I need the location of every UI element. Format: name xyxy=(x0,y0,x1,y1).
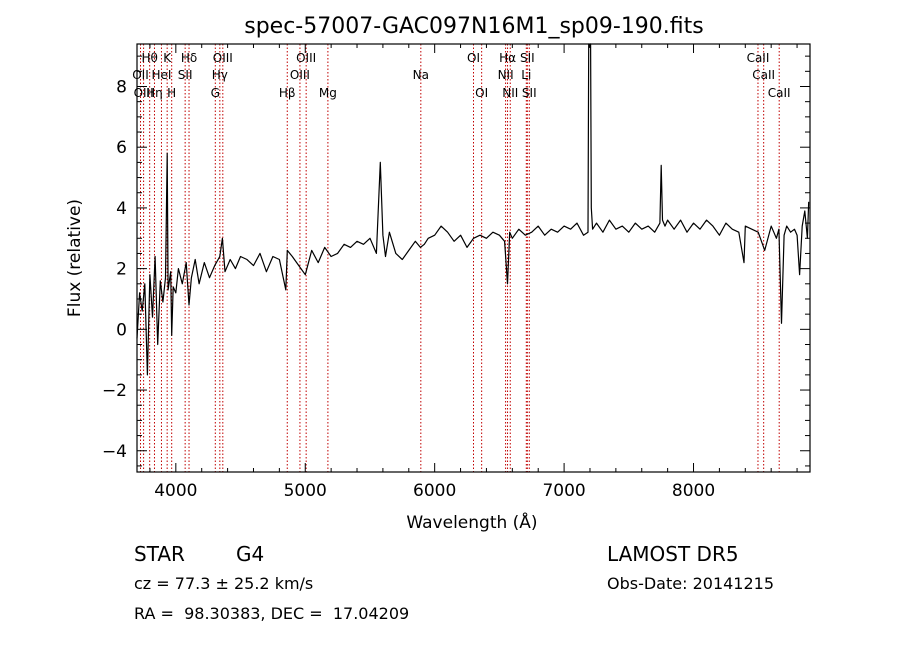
line-label: Hγ xyxy=(212,68,228,82)
y-tick-label: 8 xyxy=(116,77,127,97)
line-label: SII xyxy=(522,86,537,100)
chart-title: spec-57007-GAC097N16M1_sp09-190.fits xyxy=(244,14,704,39)
line-label: OIII xyxy=(134,86,154,100)
y-tick-label: 4 xyxy=(116,199,127,219)
y-tick-label: 2 xyxy=(116,260,127,280)
x-axis-label: Wavelength (Å) xyxy=(406,511,537,533)
line-label: Hη xyxy=(146,86,163,100)
line-label: Hα xyxy=(499,51,516,65)
observation-date: Obs-Date: 20141215 xyxy=(607,574,775,593)
spectral-line-markers xyxy=(139,44,780,472)
x-tick-label: 7000 xyxy=(542,481,585,501)
survey-name: LAMOST DR5 xyxy=(607,542,739,566)
x-tick-label: 5000 xyxy=(284,481,327,501)
line-label: H xyxy=(167,86,176,100)
line-label: K xyxy=(163,51,172,65)
redshift-velocity: cz = 77.3 ± 25.2 km/s xyxy=(134,574,314,593)
y-axis-label: Flux (relative) xyxy=(65,199,85,317)
object-subclass: G4 xyxy=(236,542,265,566)
spectrum-line xyxy=(136,43,810,376)
x-tick-label: 8000 xyxy=(672,481,715,501)
x-tick-label: 6000 xyxy=(413,481,456,501)
y-tick-label: 6 xyxy=(116,138,127,158)
y-tick-label: −4 xyxy=(102,442,127,462)
axis-ticks: 4000 5000 6000 7000 8000 −4 −2 0 2 4 6 8 xyxy=(102,44,810,501)
line-label: OII xyxy=(132,68,149,82)
y-tick-label: 0 xyxy=(116,320,127,340)
line-label: SII xyxy=(520,51,535,65)
line-label: SII xyxy=(178,68,193,82)
line-label: Li xyxy=(521,68,531,82)
line-label: NII xyxy=(502,86,518,100)
line-label: Hδ xyxy=(181,51,197,65)
line-label: Mg xyxy=(319,86,337,100)
object-class: STAR xyxy=(134,542,185,566)
line-label: CaII xyxy=(752,68,775,82)
line-label: Na xyxy=(413,68,429,82)
spectrum-series xyxy=(136,43,810,376)
line-label: Hθ xyxy=(141,51,157,65)
y-tick-label: −2 xyxy=(102,381,127,401)
spectral-line-labels: Hθ K Hδ OIII OIII OI Hα SII CaII OII HeI SII Hγ OIII N… xyxy=(132,51,790,100)
plot-frame xyxy=(136,43,811,473)
coordinates: RA = 98.30383, DEC = 17.04209 xyxy=(134,604,410,623)
line-label: CaII xyxy=(768,86,791,100)
spectrum-chart: 4000 5000 6000 7000 8000 −4 −2 0 2 4 6 8 Hθ K Hδ OIII O… xyxy=(65,14,811,533)
line-label: OI xyxy=(475,86,488,100)
line-label: NII xyxy=(498,68,514,82)
plot-axes xyxy=(136,43,811,473)
line-label: OIII xyxy=(213,51,233,65)
line-label: OIII xyxy=(296,51,316,65)
line-label: G xyxy=(211,86,220,100)
line-label: OIII xyxy=(290,68,310,82)
line-label: Hβ xyxy=(279,86,296,100)
x-tick-label: 4000 xyxy=(154,481,197,501)
line-label: CaII xyxy=(747,51,770,65)
line-label: OI xyxy=(467,51,480,65)
line-label: HeI xyxy=(151,68,171,82)
